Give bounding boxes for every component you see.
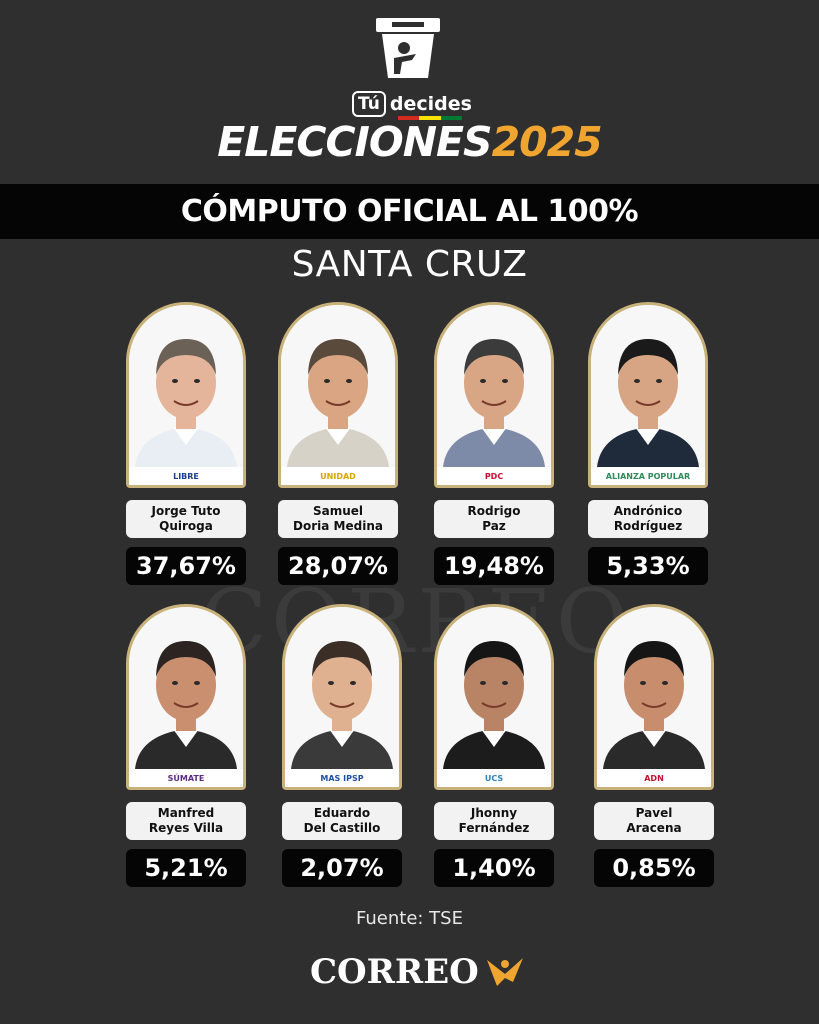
- candidate-portrait: [437, 607, 551, 769]
- brand-tu: Tú: [352, 91, 386, 117]
- candidate-name-line2: Reyes Villa: [148, 821, 224, 835]
- correo-logo: CORREO: [310, 950, 527, 994]
- title-main: ELECCIONES: [217, 118, 492, 166]
- candidate-name-line2: Paz: [482, 519, 506, 533]
- party-logo: SÚMATE: [129, 769, 243, 787]
- candidate-photo: SÚMATE: [126, 604, 246, 790]
- candidate-name-line1: Rodrigo: [467, 504, 521, 518]
- candidate-portrait: [591, 305, 705, 467]
- candidate-name-line1: Jorge Tuto: [151, 504, 221, 518]
- candidate-portrait: [597, 607, 711, 769]
- candidate-percent: 19,48%: [434, 547, 554, 585]
- candidate-name-line2: Doria Medina: [293, 519, 383, 533]
- correo-bird-icon: [486, 958, 523, 986]
- candidate-name-line1: Pavel: [635, 806, 673, 820]
- candidate-portrait: [129, 607, 243, 769]
- candidate-card: ALIANZA POPULAR Andrónico Rodríguez 5,33…: [588, 302, 708, 585]
- candidate-percent: 37,67%: [126, 547, 246, 585]
- candidate-name-line1: Manfred: [157, 806, 215, 820]
- candidate-percent: 0,85%: [594, 849, 714, 887]
- candidate-card: PDC Rodrigo Paz 19,48%: [434, 302, 554, 585]
- candidate-name: Manfred Reyes Villa: [126, 802, 246, 840]
- candidate-portrait: [281, 305, 395, 467]
- page-title: ELECCIONES2025: [0, 118, 819, 166]
- candidate-name: Jorge Tuto Quiroga: [126, 500, 246, 538]
- party-label: MAS IPSP: [320, 773, 364, 783]
- candidate-name-line1: Eduardo: [313, 806, 371, 820]
- correo-logo-text: CORREO: [310, 952, 479, 992]
- candidate-photo: ADN: [594, 604, 714, 790]
- candidate-card: UCS Jhonny Fernández 1,40%: [434, 604, 554, 887]
- candidate-name: Pavel Aracena: [594, 802, 714, 840]
- title-year: 2025: [491, 118, 603, 166]
- candidate-percent: 1,40%: [434, 849, 554, 887]
- tu-decides-logo: Tú decides: [0, 14, 819, 120]
- candidate-card: SÚMATE Manfred Reyes Villa 5,21%: [126, 604, 246, 887]
- brand-decides: decides: [389, 93, 472, 115]
- party-logo: LIBRE: [129, 467, 243, 485]
- party-label: ADN: [644, 773, 664, 783]
- party-logo: UCS: [437, 769, 551, 787]
- candidate-percent: 5,33%: [588, 547, 708, 585]
- candidate-name-line1: Andrónico: [613, 504, 683, 518]
- candidate-portrait: [129, 305, 243, 467]
- candidate-name: Rodrigo Paz: [434, 500, 554, 538]
- candidate-photo: LIBRE: [126, 302, 246, 488]
- candidate-card: LIBRE Jorge Tuto Quiroga 37,67%: [126, 302, 246, 585]
- source-note: Fuente: TSE: [356, 908, 463, 929]
- party-label: LIBRE: [173, 471, 199, 481]
- candidate-percent: 5,21%: [126, 849, 246, 887]
- candidate-percent: 28,07%: [278, 547, 398, 585]
- ballot-box-icon: [376, 18, 440, 78]
- candidate-portrait: [285, 607, 399, 769]
- candidate-name: Samuel Doria Medina: [278, 500, 398, 538]
- candidate-percent: 2,07%: [282, 849, 402, 887]
- candidate-name: Eduardo Del Castillo: [282, 802, 402, 840]
- party-label: UCS: [484, 773, 504, 783]
- candidate-photo: MAS IPSP: [282, 604, 402, 790]
- candidate-name-line2: Del Castillo: [303, 821, 381, 835]
- candidate-name-line1: Jhonny: [470, 806, 518, 820]
- party-logo: ADN: [597, 769, 711, 787]
- candidate-name-line1: Samuel: [312, 504, 364, 518]
- party-logo: PDC: [437, 467, 551, 485]
- candidate-name-line2: Fernández: [458, 821, 530, 835]
- count-banner: CÓMPUTO OFICIAL AL 100%: [0, 184, 819, 239]
- bolivia-flag-stripe: [398, 116, 462, 120]
- party-label: PDC: [484, 471, 504, 481]
- party-logo: ALIANZA POPULAR: [591, 467, 705, 485]
- candidate-portrait: [437, 305, 551, 467]
- correo-watermark: CORREO: [199, 570, 633, 673]
- candidate-name: Jhonny Fernández: [434, 802, 554, 840]
- candidate-card: UNIDAD Samuel Doria Medina 28,07%: [278, 302, 398, 585]
- candidate-photo: PDC: [434, 302, 554, 488]
- candidate-card: ADN Pavel Aracena 0,85%: [594, 604, 714, 887]
- candidate-card: MAS IPSP Eduardo Del Castillo 2,07%: [282, 604, 402, 887]
- region-title: SANTA CRUZ: [291, 244, 528, 285]
- candidate-photo: ALIANZA POPULAR: [588, 302, 708, 488]
- party-logo: UNIDAD: [281, 467, 395, 485]
- candidate-name-line2: Aracena: [626, 821, 682, 835]
- candidate-photo: UCS: [434, 604, 554, 790]
- candidate-name-line2: Rodríguez: [613, 519, 683, 533]
- party-label: UNIDAD: [320, 471, 356, 481]
- brand-wordmark: Tú decides: [352, 90, 472, 118]
- party-logo: MAS IPSP: [285, 769, 399, 787]
- candidate-photo: UNIDAD: [278, 302, 398, 488]
- candidate-name-line2: Quiroga: [159, 519, 213, 533]
- party-label: ALIANZA POPULAR: [605, 471, 691, 481]
- candidate-name: Andrónico Rodríguez: [588, 500, 708, 538]
- party-label: SÚMATE: [167, 773, 205, 783]
